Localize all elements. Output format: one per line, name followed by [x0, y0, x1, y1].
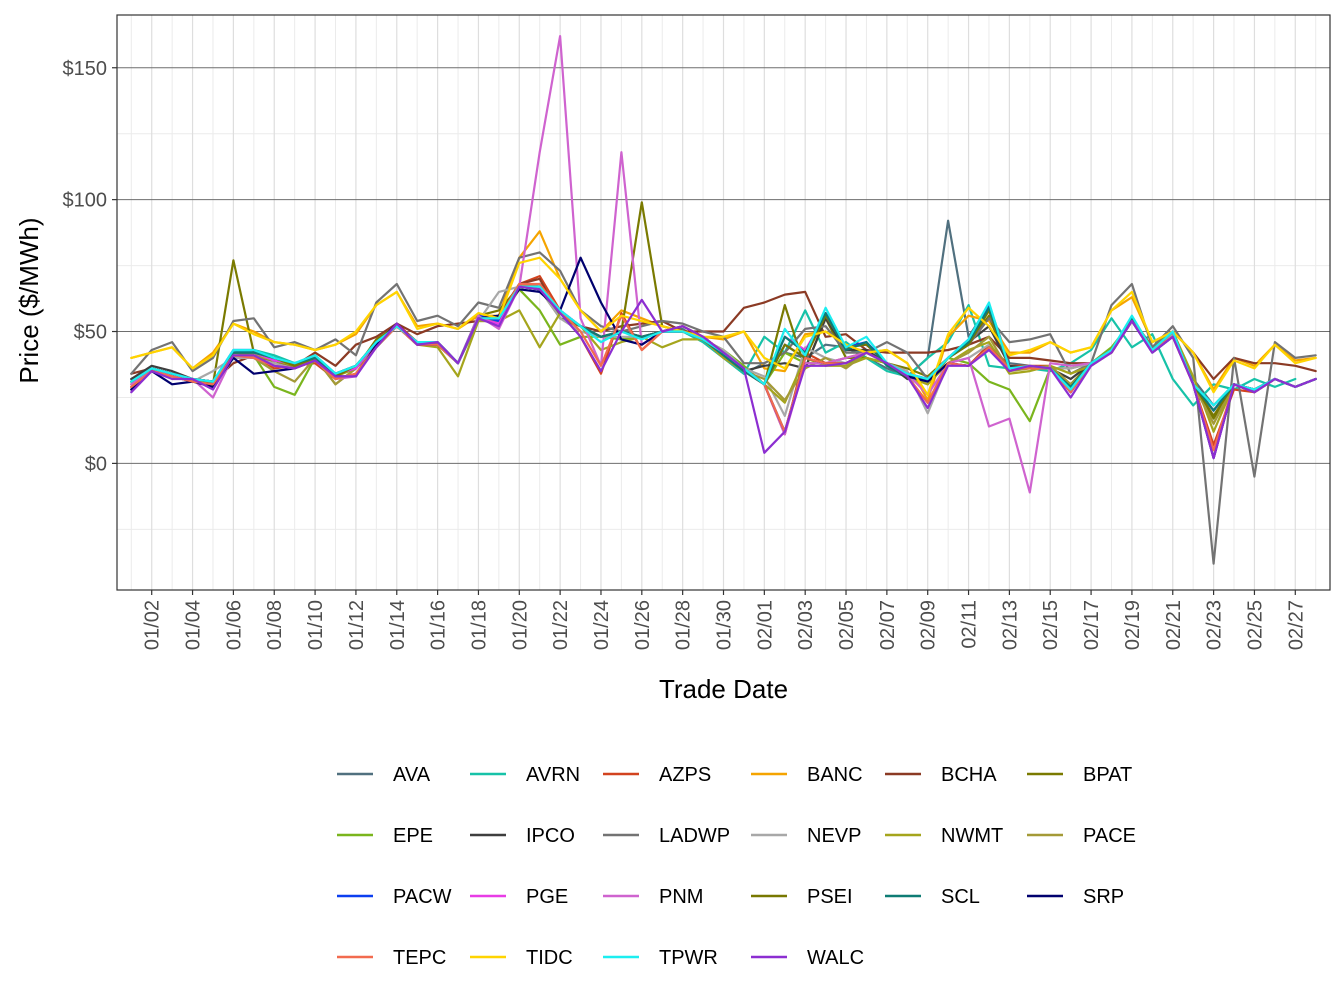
legend-item-pacw: PACW: [337, 886, 452, 908]
x-tick-label: 02/07: [877, 600, 899, 650]
y-tick-label: $150: [63, 58, 108, 80]
legend-label: SRP: [1083, 886, 1124, 908]
legend-label: BPAT: [1083, 764, 1132, 786]
legend-label: AVA: [393, 764, 431, 786]
legend-item-ladwp: LADWP: [603, 825, 730, 847]
axes: $0 $50 $100 $150 01/02 01/04 01/06 01/08 01/10 01…: [63, 58, 1308, 650]
legend-item-nevp: NEVP: [751, 825, 861, 847]
legend-label: TEPC: [393, 947, 446, 969]
x-tick-label: 02/19: [1122, 600, 1144, 650]
x-tick-label: 01/04: [183, 600, 205, 650]
legend-item-pace: PACE: [1027, 825, 1136, 847]
x-tick-label: 01/18: [468, 600, 490, 650]
x-axis-title: Trade Date: [659, 674, 788, 704]
x-tick-label: 01/06: [223, 600, 245, 650]
legend-label: PACW: [393, 886, 452, 908]
legend-label: BANC: [807, 764, 863, 786]
y-tick-label: $50: [74, 322, 107, 344]
legend-item-walc: WALC: [751, 947, 864, 969]
x-tick-label: 02/01: [754, 600, 776, 650]
legend-item-ipco: IPCO: [470, 825, 575, 847]
legend-label: AVRN: [526, 764, 580, 786]
grid: [117, 15, 1330, 590]
legend-label: AZPS: [659, 764, 711, 786]
x-tick-label: 01/30: [714, 600, 736, 650]
legend-item-psei: PSEI: [751, 886, 853, 908]
x-tick-label: 02/03: [795, 600, 817, 650]
x-tick-label: 01/10: [305, 600, 327, 650]
legend-label: PNM: [659, 886, 703, 908]
x-tick-label: 01/02: [142, 600, 164, 650]
y-tick-label: $0: [85, 453, 107, 475]
legend-label: BCHA: [941, 764, 997, 786]
legend-item-tepc: TEPC: [337, 947, 446, 969]
legend-item-tidc: TIDC: [470, 947, 573, 969]
legend-label: EPE: [393, 825, 433, 847]
legend-item-avrn: AVRN: [470, 764, 580, 786]
legend-label: SCL: [941, 886, 980, 908]
legend-item-ava: AVA: [337, 764, 431, 786]
legend-label: IPCO: [526, 825, 575, 847]
series-line-tidc: [130, 256, 1317, 396]
legend-label: NEVP: [807, 825, 861, 847]
legend-label: WALC: [807, 947, 864, 969]
series-line-walc: [130, 285, 1317, 460]
x-tick-label: 02/25: [1244, 600, 1266, 650]
legend: AVA AVRN AZPS BANC BCHA BPAT EPE IPCO LADWP NEVP N…: [337, 764, 1136, 969]
y-tick-label: $100: [63, 190, 108, 212]
x-tick-label: 01/22: [550, 600, 572, 650]
x-tick-label: 01/08: [264, 600, 286, 650]
x-tick-label: 02/15: [1040, 600, 1062, 650]
legend-label: NWMT: [941, 825, 1003, 847]
legend-item-bcha: BCHA: [885, 764, 997, 786]
x-tick-label: 01/16: [428, 600, 450, 650]
x-tick-label: 02/23: [1204, 600, 1226, 650]
legend-item-azps: AZPS: [603, 764, 711, 786]
legend-label: PSEI: [807, 886, 853, 908]
x-tick-label: 02/11: [959, 600, 981, 649]
legend-item-pnm: PNM: [603, 886, 703, 908]
x-tick-label: 02/21: [1163, 600, 1185, 650]
x-tick-label: 02/09: [918, 600, 940, 650]
legend-item-epe: EPE: [337, 825, 433, 847]
legend-label: PGE: [526, 886, 568, 908]
x-tick-label: 01/20: [509, 600, 531, 650]
legend-item-srp: SRP: [1027, 886, 1124, 908]
legend-item-pge: PGE: [470, 886, 568, 908]
x-tick-label: 02/13: [999, 600, 1021, 650]
x-tick-label: 01/26: [632, 600, 654, 650]
x-tick-label: 02/17: [1081, 600, 1103, 650]
series-lines: [130, 34, 1317, 565]
x-tick-label: 01/28: [673, 600, 695, 650]
legend-item-tpwr: TPWR: [603, 947, 718, 969]
legend-item-bpat: BPAT: [1027, 764, 1132, 786]
x-tick-label: 01/12: [346, 600, 368, 650]
x-tick-label: 02/27: [1285, 600, 1307, 650]
legend-label: PACE: [1083, 825, 1136, 847]
legend-item-banc: BANC: [751, 764, 863, 786]
legend-item-nwmt: NWMT: [885, 825, 1003, 847]
x-tick-label: 01/24: [591, 600, 613, 650]
x-tick-label: 01/14: [387, 600, 409, 650]
legend-label: TIDC: [526, 947, 573, 969]
legend-label: TPWR: [659, 947, 718, 969]
legend-item-scl: SCL: [885, 886, 980, 908]
y-axis-title: Price ($/MWh): [14, 217, 44, 383]
x-tick-label: 02/05: [836, 600, 858, 650]
legend-label: LADWP: [659, 825, 730, 847]
